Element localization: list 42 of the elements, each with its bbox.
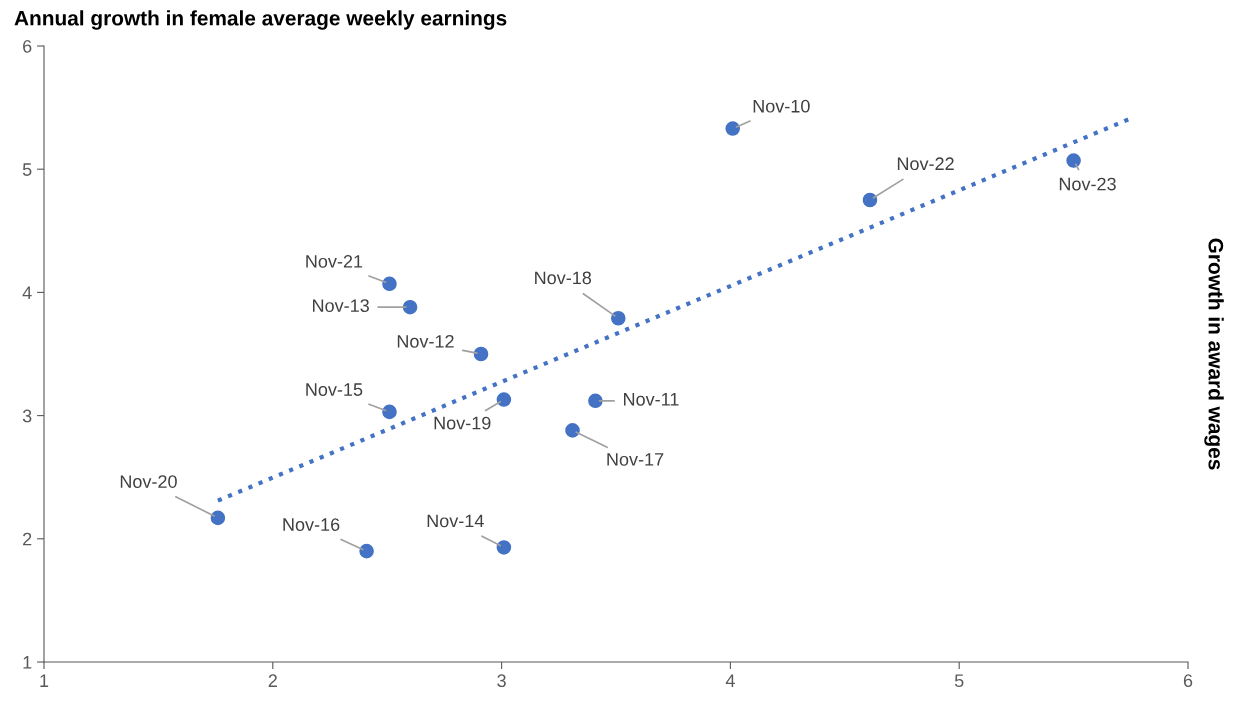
data-label: Nov-21 — [306, 255, 363, 268]
point — [588, 393, 603, 409]
point — [565, 423, 580, 438]
y-tick-label: 5 — [22, 163, 32, 176]
data-label: Nov-17 — [607, 453, 664, 466]
data-label: Nov-10 — [753, 99, 810, 113]
point — [1066, 153, 1081, 168]
x-tick-label: 4 — [725, 674, 735, 687]
data-label: Nov-23 — [1059, 177, 1116, 191]
x-tick-label: 6 — [1183, 674, 1193, 688]
x-tick-label: 1 — [40, 674, 49, 687]
point — [862, 192, 878, 208]
data-label: Nov-11 — [624, 393, 679, 406]
data-label: Nov-22 — [897, 157, 954, 171]
point — [382, 276, 397, 292]
point — [473, 346, 489, 362]
point — [611, 310, 626, 326]
data-label: Nov-13 — [313, 299, 369, 313]
point — [359, 543, 374, 559]
data-label: Nov-14 — [427, 514, 484, 528]
point — [496, 540, 512, 555]
y-tick-label: 6 — [23, 39, 32, 53]
y-tick-label: 2 — [23, 532, 32, 546]
data-label: Nov-16 — [283, 518, 340, 531]
data-label: Nov-18 — [535, 271, 592, 285]
data-label: Nov-15 — [306, 383, 363, 396]
point — [725, 121, 740, 136]
y-tick-label: 3 — [22, 409, 32, 423]
x-tick-label: 2 — [268, 674, 277, 687]
x-tick-label: 3 — [497, 674, 506, 688]
data-label: Nov-12 — [397, 334, 454, 348]
point — [402, 299, 418, 315]
point — [496, 392, 512, 407]
text: Growth in award wages — [1204, 238, 1224, 470]
y-axis-title: Annual growth in female average weekly earnings — [14, 10, 507, 30]
y-tick-label: 4 — [22, 286, 32, 299]
data-label: Nov-20 — [120, 475, 177, 488]
point — [210, 510, 226, 526]
point — [382, 404, 397, 420]
x-tick-label: 5 — [954, 674, 964, 688]
data-label: Nov-19 — [434, 416, 491, 430]
y-tick-label: 1 — [23, 656, 32, 669]
